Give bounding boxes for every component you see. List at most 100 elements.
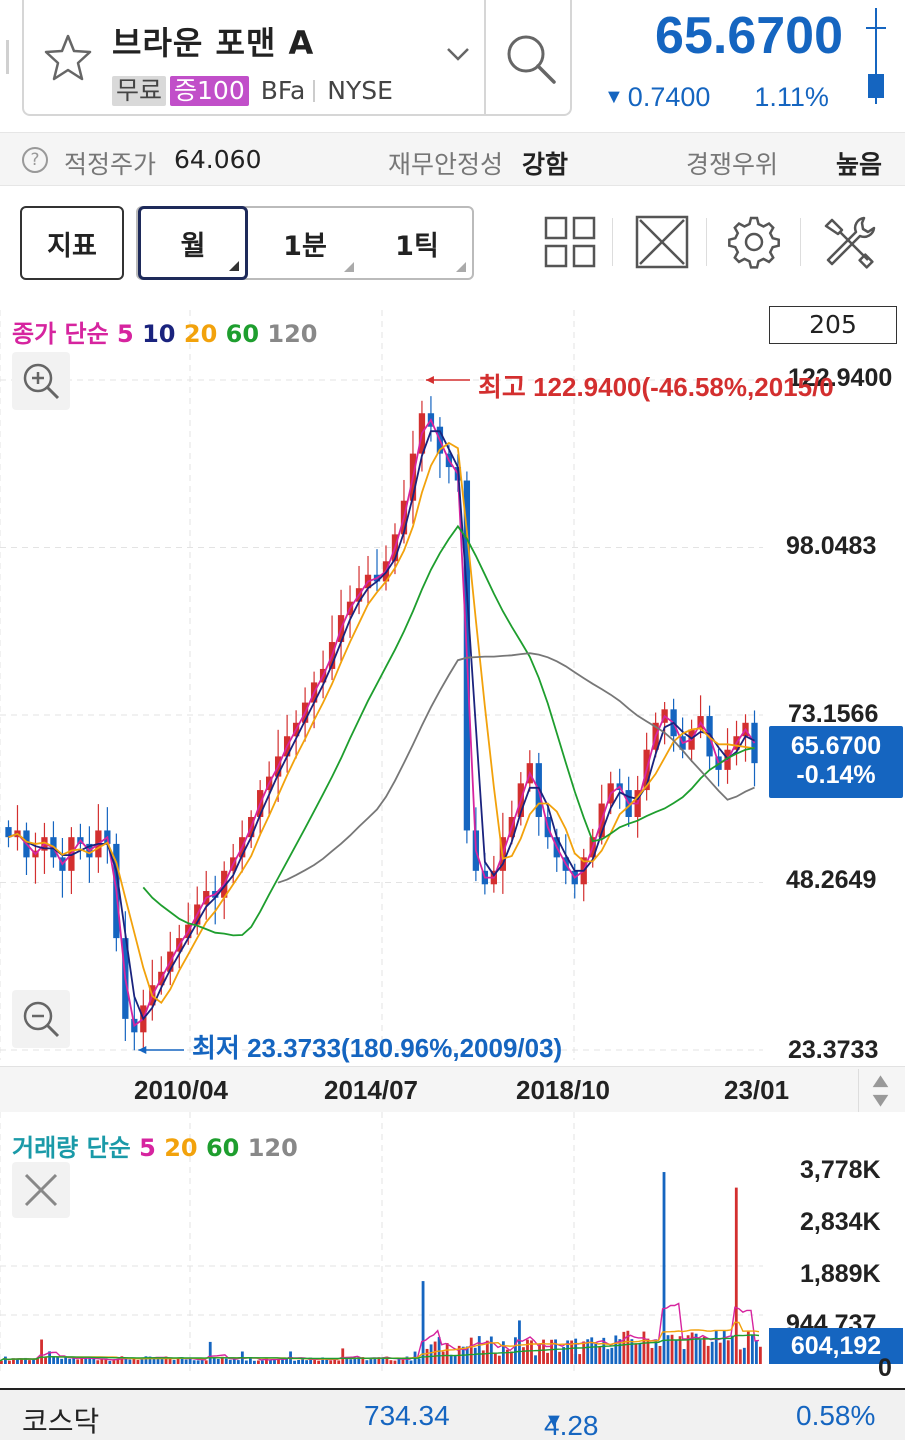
volume-bar xyxy=(281,1359,284,1364)
current-price-tag: 65.6700 -0.14% xyxy=(769,726,903,798)
volume-bar xyxy=(614,1335,618,1364)
vol-ma20-label: 20 xyxy=(164,1134,198,1162)
zoom-out-button[interactable] xyxy=(12,990,70,1048)
volume-bar xyxy=(754,1340,758,1364)
help-icon[interactable]: ? xyxy=(22,147,48,173)
tools-icon[interactable] xyxy=(818,212,878,272)
period-selector: 월 1분 1틱 xyxy=(136,206,474,280)
volume-bar xyxy=(20,1358,23,1364)
index-ticker-bar[interactable]: 코스닥 734.34 ▼ 4.28 0.58% xyxy=(0,1388,905,1440)
volume-bar xyxy=(658,1345,662,1364)
volume-bar xyxy=(626,1330,630,1364)
fullscreen-icon[interactable] xyxy=(632,212,692,272)
competition-label: 경쟁우위 xyxy=(686,150,779,179)
volume-bar xyxy=(64,1356,68,1364)
volume-bar xyxy=(441,1351,445,1364)
volume-bar xyxy=(92,1358,96,1364)
volume-bar xyxy=(184,1359,188,1364)
volume-bar xyxy=(172,1359,176,1364)
volume-bar xyxy=(758,1346,762,1364)
volume-bar xyxy=(485,1340,489,1364)
divider xyxy=(484,0,486,114)
volume-bar xyxy=(313,1360,317,1364)
ma60-line xyxy=(142,524,755,937)
price-chart[interactable] xyxy=(0,300,905,1112)
candle-count-input[interactable]: 205 xyxy=(769,306,897,344)
volume-bar xyxy=(574,1338,578,1364)
divider xyxy=(313,80,316,102)
sort-arrows-icon[interactable] xyxy=(858,1069,902,1113)
volume-bar xyxy=(662,1172,666,1364)
volume-bar xyxy=(738,1349,742,1364)
volume-bar xyxy=(341,1348,345,1364)
volume-bar xyxy=(546,1352,549,1364)
volume-legend[interactable]: 거래량 단순 5 20 60 120 xyxy=(12,1128,298,1163)
volume-bar xyxy=(52,1356,56,1364)
volume-chart[interactable] xyxy=(0,1112,905,1384)
down-triangle-icon: ▼ xyxy=(544,1410,564,1432)
volume-bar xyxy=(269,1359,272,1364)
volume-bar xyxy=(582,1341,586,1364)
low-arrow xyxy=(138,1046,147,1054)
volume-bar xyxy=(144,1356,148,1364)
period-monthly[interactable]: 월 xyxy=(138,206,248,280)
ma10-line xyxy=(8,430,755,1021)
indicator-button[interactable]: 지표 xyxy=(20,206,124,280)
volume-bar xyxy=(76,1359,80,1364)
stock-name[interactable]: 브라운 포맨 A xyxy=(112,24,315,62)
volume-bar xyxy=(4,1356,7,1364)
ma20-line xyxy=(8,441,755,1004)
volume-bar xyxy=(204,1360,208,1364)
date-axis[interactable]: 2010/04 2014/07 2018/10 23/01 xyxy=(0,1066,905,1113)
back-edge[interactable] xyxy=(6,40,9,74)
volume-bar xyxy=(558,1351,562,1364)
fair-price-label: 적정주가 xyxy=(64,150,157,179)
zoom-in-button[interactable] xyxy=(12,352,70,410)
volume-bar xyxy=(570,1340,574,1364)
margin-badge: 증100 xyxy=(170,76,249,106)
stock-header: 브라운 포맨 A 무료 증100 BFa NYSE 65.6700 ▼ 0.740… xyxy=(0,0,905,132)
stock-selector[interactable]: 브라운 포맨 A 무료 증100 BFa NYSE xyxy=(22,0,572,116)
volume-bar xyxy=(84,1358,88,1364)
chevron-down-icon[interactable] xyxy=(444,44,472,64)
index-name: 코스닥 xyxy=(22,1406,100,1437)
close-volume-button[interactable] xyxy=(12,1162,70,1218)
volume-bar xyxy=(188,1358,192,1364)
volume-bar xyxy=(96,1360,100,1364)
volume-bar xyxy=(433,1341,437,1364)
star-icon[interactable] xyxy=(42,32,94,84)
down-triangle-icon: ▼ xyxy=(604,86,624,108)
volume-bar xyxy=(650,1347,654,1364)
volume-bar xyxy=(297,1359,300,1364)
volume-bar xyxy=(164,1356,168,1364)
candle-icon xyxy=(866,8,886,104)
volume-bar xyxy=(349,1359,353,1364)
period-1tick[interactable]: 1틱 xyxy=(362,208,472,278)
gear-icon[interactable] xyxy=(724,212,784,272)
volume-bar xyxy=(746,1331,750,1364)
volume-bar xyxy=(417,1358,421,1364)
volume-bar xyxy=(618,1339,622,1364)
ma-legend[interactable]: 종가 단순 5 10 20 60 120 xyxy=(12,314,318,349)
volume-bar xyxy=(554,1339,557,1364)
period-1min[interactable]: 1분 xyxy=(250,208,360,278)
volume-bar xyxy=(228,1359,232,1364)
change-percent: 1.11% xyxy=(754,82,829,112)
volume-bar xyxy=(722,1330,726,1364)
volume-bar xyxy=(401,1359,405,1364)
volume-bar xyxy=(586,1339,590,1364)
volume-bar xyxy=(12,1358,15,1364)
volume-bar xyxy=(108,1360,112,1364)
volume-bar xyxy=(550,1339,553,1364)
volume-bar xyxy=(293,1360,296,1364)
volume-bar xyxy=(28,1360,31,1364)
ma10-label: 10 xyxy=(142,320,176,348)
search-icon[interactable] xyxy=(502,30,560,88)
volume-bar xyxy=(357,1356,361,1364)
volume-bar xyxy=(630,1339,634,1364)
volume-bar xyxy=(24,1357,27,1364)
volume-bar xyxy=(212,1358,216,1364)
corner-marker xyxy=(344,262,354,272)
volume-bar xyxy=(377,1357,381,1364)
layout-grid-icon[interactable] xyxy=(540,212,600,272)
